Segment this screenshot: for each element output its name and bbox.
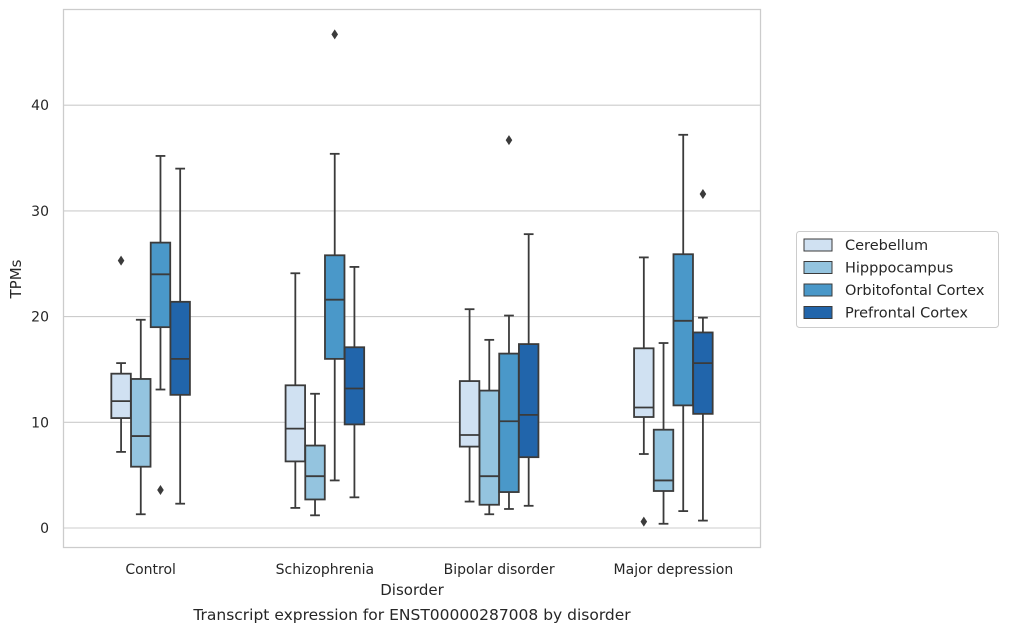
x-axis-label: Disorder: [380, 581, 444, 599]
box-hipppocampus: [130, 318, 152, 516]
box-prefrontal-cortex: [692, 188, 714, 522]
box-cerebellum: [110, 255, 132, 453]
x-tick-label: Major depression: [614, 562, 734, 578]
legend-swatch: [803, 238, 833, 252]
plot-frame: [62, 8, 762, 549]
outlier-point: [699, 188, 707, 199]
legend-swatch: [803, 306, 833, 319]
y-tick-label: 30: [31, 204, 49, 220]
box-body: [692, 331, 714, 415]
boxes-layer: [110, 29, 714, 527]
box-body: [284, 384, 306, 463]
figure-caption: Transcript expression for ENST0000028700…: [193, 606, 631, 624]
box-hipppocampus: [304, 392, 326, 517]
legend-label: Orbitofontal Cortex: [845, 283, 985, 299]
box-body: [149, 241, 172, 329]
box-body: [130, 378, 152, 468]
outlier-point: [157, 484, 164, 495]
box-prefrontal-cortex: [343, 266, 366, 499]
y-axis-ticks: 0 10 20 30 40: [31, 98, 49, 537]
box-orbitofontal-cortex: [498, 135, 520, 510]
box-body: [343, 346, 366, 426]
outlier-point: [331, 29, 339, 40]
y-axis-label: TPMs: [7, 259, 25, 299]
legend-swatch: [803, 261, 833, 274]
outlier-point: [640, 516, 648, 527]
box-body: [518, 343, 540, 459]
box-cerebellum: [458, 308, 481, 503]
box-body: [324, 254, 346, 360]
legend-label: Hipppocampus: [845, 261, 953, 277]
box-body: [458, 380, 481, 448]
outlier-point: [117, 255, 125, 266]
box-body: [304, 444, 326, 501]
x-tick-label: Control: [125, 562, 176, 578]
box-cerebellum: [284, 272, 306, 509]
y-tick-label: 0: [40, 521, 49, 537]
box-prefrontal-cortex: [518, 233, 540, 507]
legend-label: Cerebellum: [845, 238, 928, 254]
box-orbitofontal-cortex: [324, 29, 346, 482]
box-body: [652, 428, 675, 492]
legend-frame: [796, 231, 999, 328]
box-cerebellum: [633, 256, 655, 527]
box-body: [672, 253, 694, 407]
box-prefrontal-cortex: [169, 167, 191, 505]
legend-swatch: [803, 283, 833, 297]
box-orbitofontal-cortex: [672, 133, 694, 512]
box-body: [110, 372, 132, 419]
box-orbitofontal-cortex: [149, 155, 172, 495]
x-tick-label: Bipolar disorder: [444, 562, 555, 578]
legend-label: Prefrontal Cortex: [845, 306, 968, 322]
x-tick-label: Schizophrenia: [276, 562, 374, 578]
box-body: [169, 300, 191, 396]
x-axis-ticks: Control Schizophrenia Bipolar disorder Majo…: [125, 562, 733, 578]
box-hipppocampus: [652, 342, 675, 525]
legend: Cerebellum Hipppocampus Orbitofontal Corte…: [796, 231, 999, 328]
y-tick-label: 20: [31, 310, 49, 326]
y-tick-label: 40: [31, 98, 49, 114]
box-body: [478, 389, 500, 506]
outlier-point: [505, 135, 513, 146]
box-body: [633, 347, 655, 418]
box-body: [498, 352, 520, 493]
y-tick-label: 10: [31, 415, 49, 431]
